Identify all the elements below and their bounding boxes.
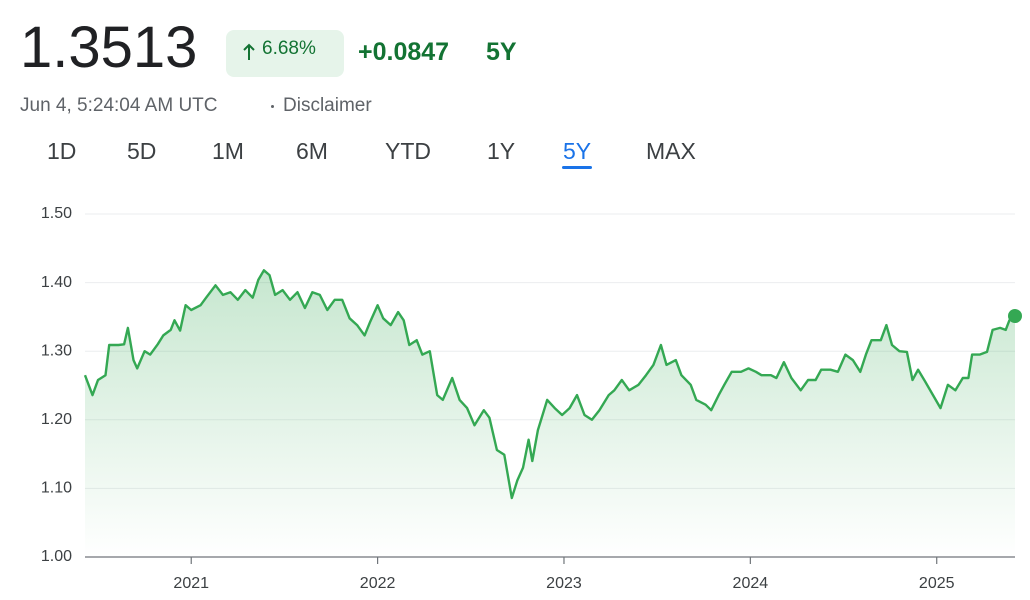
change-percent: 6.68% <box>262 38 316 59</box>
change-period: 5Y <box>486 38 517 66</box>
x-tick-label: 2025 <box>919 575 955 592</box>
y-tick-label: 1.30 <box>41 342 72 359</box>
price: 1.3513 <box>20 15 198 80</box>
range-tab[interactable]: 1Y <box>487 138 516 164</box>
up-arrow <box>243 43 255 60</box>
change-absolute: +0.0847 <box>358 38 450 66</box>
y-tick-label: 1.20 <box>41 411 72 428</box>
y-tick-label: 1.50 <box>41 205 72 222</box>
x-tick-label: 2021 <box>173 575 209 592</box>
x-tick-label: 2024 <box>733 575 769 592</box>
x-tick-label: 2023 <box>546 575 582 592</box>
y-tick-label: 1.40 <box>41 274 72 291</box>
change-badge <box>226 30 344 77</box>
y-tick-label: 1.10 <box>41 480 72 497</box>
range-tab[interactable]: MAX <box>646 138 696 164</box>
range-tab[interactable]: 6M <box>296 138 328 164</box>
area <box>85 270 1015 557</box>
last-point <box>1008 309 1022 324</box>
range-tab[interactable]: YTD <box>385 138 431 164</box>
range-tab[interactable]: 1D <box>47 138 77 164</box>
range-tab[interactable]: 5D <box>127 138 157 164</box>
x-tick-label: 2022 <box>360 575 396 592</box>
disclaimer-link[interactable]: Disclaimer <box>283 95 372 116</box>
y-tick-label: 1.00 <box>41 548 72 565</box>
separator <box>271 105 274 108</box>
timestamp: Jun 4, 5:24:04 AM UTC <box>20 95 218 116</box>
selected-underline <box>562 166 592 169</box>
range-tab[interactable]: 5Y <box>563 138 592 164</box>
range-tab[interactable]: 1M <box>212 138 244 164</box>
price-line <box>83 269 1016 500</box>
